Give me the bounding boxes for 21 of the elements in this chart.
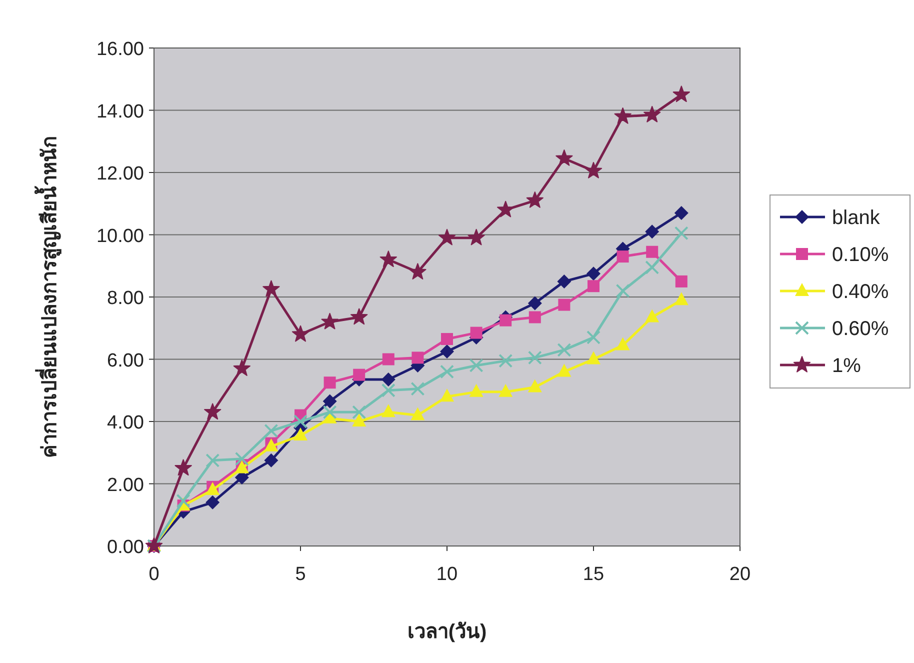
x-tick-label: 15: [582, 564, 604, 585]
legend-label: 0.60%: [832, 318, 889, 340]
y-tick-label: 12.00: [96, 164, 144, 184]
y-tick-label: 14.00: [96, 101, 144, 122]
x-tick-label: 20: [729, 564, 751, 585]
x-axis-title: เวลา(วัน): [407, 621, 487, 643]
y-tick-label: 4.00: [107, 412, 144, 434]
y-tick-label: 2.00: [107, 474, 144, 496]
legend-label: blank: [832, 207, 881, 229]
legend-label: 1%: [832, 355, 862, 377]
y-tick-label: 16.00: [96, 39, 144, 60]
y-tick-label: 10.00: [96, 226, 144, 247]
y-tick-label: 8.00: [107, 288, 144, 309]
x-tick-label: 0: [148, 564, 160, 585]
legend-label: 0.40%: [832, 281, 889, 303]
y-axis-title: ค่าการเปลี่ยนแปลงการสูญเสียน้ำหนัก: [34, 136, 63, 458]
y-tick-label: 0.00: [107, 537, 144, 558]
legend-label: 0.10%: [832, 244, 889, 266]
y-tick-label: 6.00: [107, 350, 144, 372]
x-tick-label: 10: [436, 564, 458, 585]
x-tick-label: 5: [295, 564, 306, 585]
